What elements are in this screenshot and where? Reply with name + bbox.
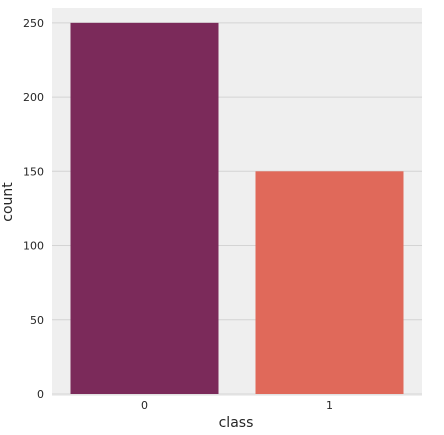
x-axis-title: class [219,415,254,431]
x-tick-label: 1 [326,399,333,412]
y-axis-title: count [0,182,16,222]
bar-class-0 [70,22,219,394]
y-tick-label: 50 [30,314,44,327]
bars [70,22,404,394]
y-tick-label: 0 [37,388,44,401]
y-tick-label: 200 [23,91,44,104]
y-tick-label: 100 [23,240,44,253]
y-tick-labels: 0 50 100 150 200 250 [23,17,44,401]
y-tick-label: 250 [23,17,44,30]
x-tick-label: 0 [141,399,148,412]
bar-class-1 [255,171,404,394]
y-tick-label: 150 [23,165,44,178]
